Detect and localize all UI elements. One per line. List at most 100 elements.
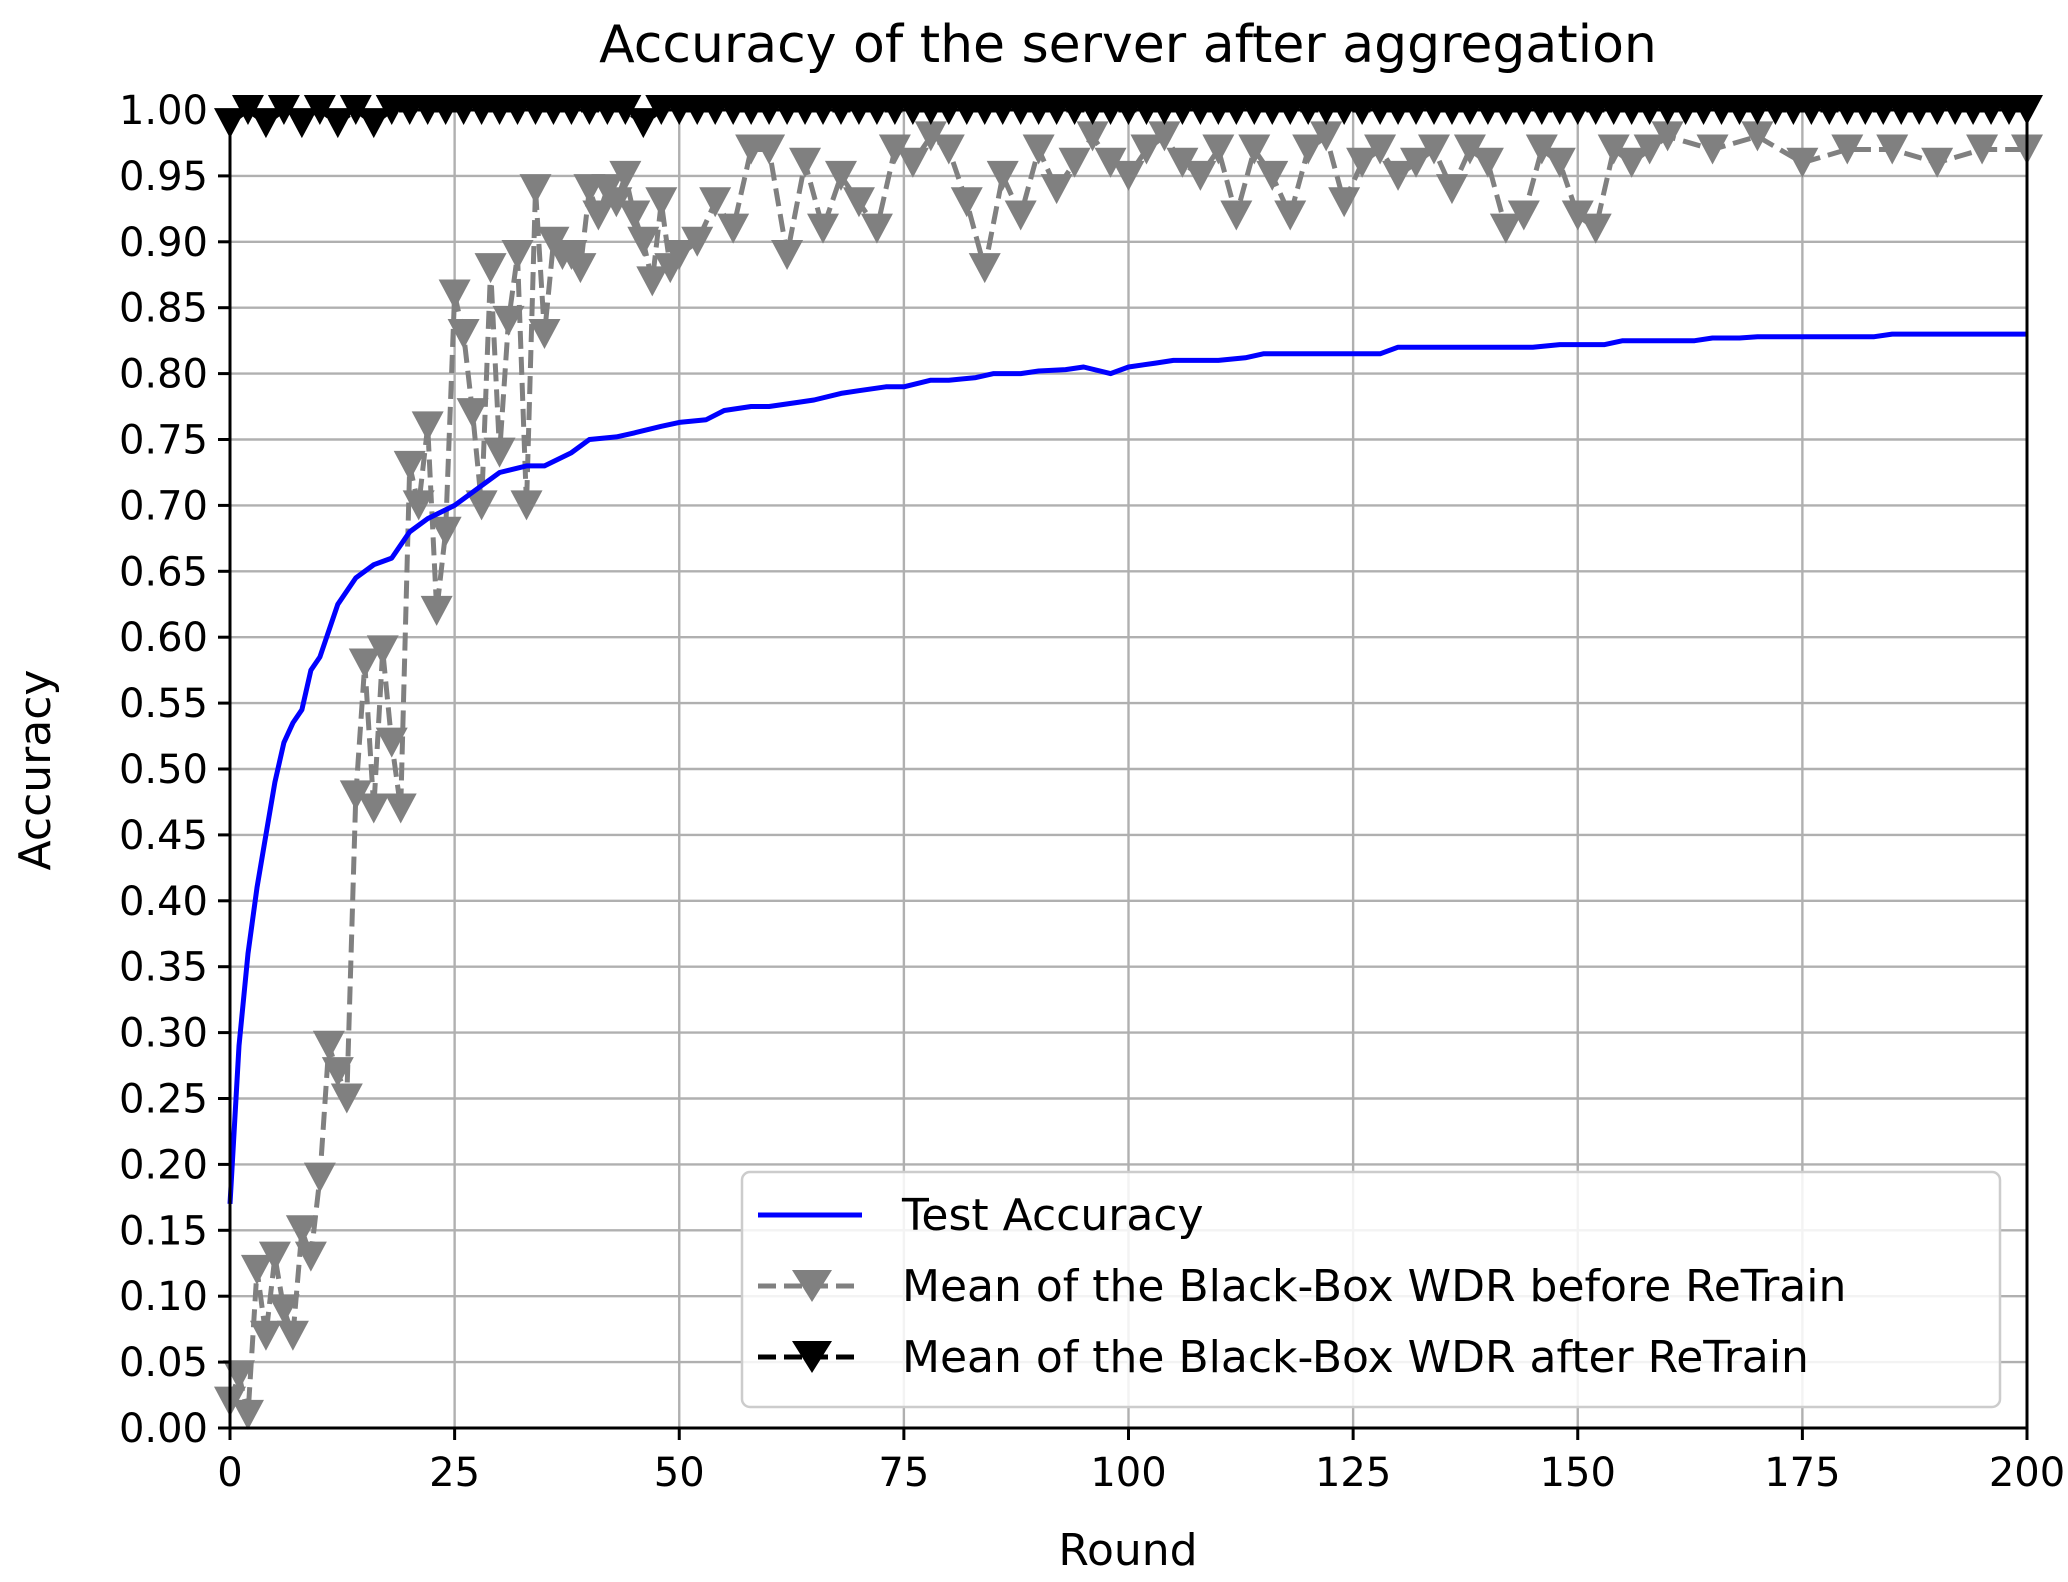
series-point-1 bbox=[1525, 134, 1558, 165]
y-tick-label: 0.15 bbox=[119, 1208, 208, 1254]
series-point-1 bbox=[609, 160, 642, 191]
series-point-2 bbox=[249, 108, 282, 139]
legend-entry-test-accuracy: Test Accuracy bbox=[758, 1190, 1204, 1241]
series-point-1 bbox=[860, 213, 893, 244]
series-point-1 bbox=[366, 635, 399, 666]
series-point-1 bbox=[950, 187, 983, 218]
series-point-1 bbox=[312, 1030, 345, 1061]
y-tick-label: 0.40 bbox=[119, 879, 208, 925]
series-point-1 bbox=[681, 226, 714, 257]
series-point-1 bbox=[699, 187, 732, 218]
series-point-1 bbox=[789, 147, 822, 178]
x-tick-label: 200 bbox=[1989, 1450, 2065, 1496]
y-tick-label: 0.60 bbox=[119, 615, 208, 661]
series-point-2 bbox=[285, 108, 318, 139]
series-point-1 bbox=[932, 134, 965, 165]
series-0 bbox=[227, 331, 2027, 1205]
series-point-1 bbox=[1507, 200, 1540, 231]
legend-label-test-accuracy: Test Accuracy bbox=[901, 1190, 1204, 1241]
series-point-1 bbox=[339, 780, 372, 811]
legend-marker-after-retrain bbox=[792, 1341, 832, 1373]
y-tick-label: 0.95 bbox=[119, 154, 208, 200]
series-point-1 bbox=[1004, 200, 1037, 231]
chart-title: Accuracy of the server after aggregation bbox=[599, 15, 1657, 75]
series-point-1 bbox=[753, 134, 786, 165]
series-point-1 bbox=[1220, 200, 1253, 231]
series-line-0 bbox=[227, 331, 2027, 1205]
series-point-1 bbox=[348, 648, 381, 679]
series-point-1 bbox=[492, 305, 525, 336]
series-point-2 bbox=[627, 108, 660, 139]
series-point-1 bbox=[1741, 121, 1774, 152]
y-tick-label: 0.35 bbox=[119, 945, 208, 991]
series-point-1 bbox=[1148, 121, 1181, 152]
y-tick-label: 0.20 bbox=[119, 1142, 208, 1188]
legend-entry-after-retrain: Mean of the Black-Box WDR after ReTrain bbox=[758, 1332, 1809, 1383]
series-1 bbox=[214, 121, 2043, 1430]
series-point-1 bbox=[285, 1215, 318, 1246]
series-point-1 bbox=[501, 239, 534, 270]
legend-entry-before-retrain: Mean of the Black-Box WDR before ReTrain bbox=[758, 1261, 1846, 1312]
series-point-1 bbox=[510, 490, 543, 521]
series-point-1 bbox=[438, 279, 471, 310]
y-tick-label: 0.80 bbox=[119, 352, 208, 398]
series-point-1 bbox=[375, 727, 408, 758]
series-point-1 bbox=[258, 1241, 291, 1272]
series-point-1 bbox=[1471, 147, 1504, 178]
legend-marker-before-retrain bbox=[792, 1270, 832, 1302]
series-point-1 bbox=[896, 147, 929, 178]
series-point-1 bbox=[1040, 174, 1073, 205]
series-point-1 bbox=[384, 793, 417, 824]
y-tick-label: 0.10 bbox=[119, 1274, 208, 1320]
series-point-1 bbox=[618, 200, 651, 231]
series-point-1 bbox=[393, 450, 426, 481]
series-point-1 bbox=[267, 1294, 300, 1325]
series-point-1 bbox=[842, 187, 875, 218]
series-point-1 bbox=[1417, 134, 1450, 165]
series-point-1 bbox=[303, 1162, 336, 1193]
series-point-1 bbox=[1453, 134, 1486, 165]
series-point-1 bbox=[1130, 134, 1163, 165]
x-tick-label: 125 bbox=[1315, 1450, 1391, 1496]
series-point-1 bbox=[645, 187, 678, 218]
legend-label-after-retrain: Mean of the Black-Box WDR after ReTrain bbox=[902, 1332, 1809, 1383]
x-axis-title: Round bbox=[1058, 1525, 1197, 1576]
series-point-1 bbox=[1346, 147, 1379, 178]
series-point-1 bbox=[1202, 134, 1235, 165]
y-tick-label: 0.75 bbox=[119, 418, 208, 464]
series-point-1 bbox=[1382, 160, 1415, 191]
y-tick-label: 0.90 bbox=[119, 220, 208, 266]
series-point-1 bbox=[465, 490, 498, 521]
series-point-1 bbox=[1292, 134, 1325, 165]
series-point-1 bbox=[1876, 134, 1909, 165]
x-tick-label: 100 bbox=[1090, 1450, 1166, 1496]
y-tick-label: 0.25 bbox=[119, 1077, 208, 1123]
series-point-1 bbox=[519, 174, 552, 205]
series-point-1 bbox=[1094, 147, 1127, 178]
series-point-1 bbox=[1112, 160, 1145, 191]
x-tick-label: 25 bbox=[429, 1450, 480, 1496]
legend: Test Accuracy Mean of the Black-Box WDR … bbox=[740, 1170, 2002, 1409]
x-tick-label: 0 bbox=[217, 1450, 242, 1496]
y-tick-label: 0.50 bbox=[119, 747, 208, 793]
series-point-1 bbox=[564, 253, 597, 284]
series-point-1 bbox=[1274, 200, 1307, 231]
series-point-1 bbox=[1256, 160, 1289, 191]
series-point-1 bbox=[483, 437, 516, 468]
y-tick-label: 0.05 bbox=[119, 1340, 208, 1386]
x-tick-label: 50 bbox=[654, 1450, 705, 1496]
x-axis-ticks: 0 25 50 75 100 125 150 175 200 bbox=[217, 1428, 2065, 1496]
series-point-1 bbox=[411, 411, 444, 442]
y-axis-title: Accuracy bbox=[10, 670, 61, 871]
y-tick-label: 1.00 bbox=[119, 88, 208, 134]
series-point-1 bbox=[1543, 147, 1576, 178]
series-point-1 bbox=[1184, 160, 1217, 191]
y-tick-label: 0.85 bbox=[119, 286, 208, 332]
y-tick-label: 0.45 bbox=[119, 813, 208, 859]
y-axis-ticks: 0.00 0.05 0.10 0.15 0.20 0.25 0.30 0.35 0.40 0.45… bbox=[119, 88, 230, 1452]
y-tick-label: 0.30 bbox=[119, 1011, 208, 1057]
series-point-1 bbox=[1364, 134, 1397, 165]
series-point-1 bbox=[582, 200, 615, 231]
series-point-1 bbox=[771, 239, 804, 270]
series-point-1 bbox=[807, 213, 840, 244]
